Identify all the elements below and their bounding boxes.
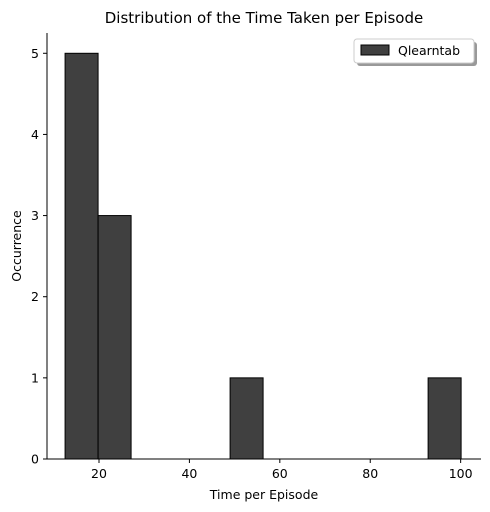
axes-group xyxy=(46,33,481,460)
y-axis-label: Occurrence xyxy=(9,210,24,282)
y-tick-label: 1 xyxy=(31,370,39,385)
x-tick-label: 80 xyxy=(362,466,378,481)
x-tick-label: 60 xyxy=(272,466,288,481)
x-tick-label: 40 xyxy=(181,466,197,481)
y-tick-label: 4 xyxy=(31,127,39,142)
legend-label: Qlearntab xyxy=(398,43,460,58)
histogram-bar-0 xyxy=(64,52,99,460)
legend: Qlearntab xyxy=(353,38,477,66)
chart-title: Distribution of the Time Taken per Episo… xyxy=(105,9,424,27)
x-ticks: 20 40 60 80 100 xyxy=(91,459,473,481)
x-tick-label: 100 xyxy=(449,466,473,481)
y-tick-label: 3 xyxy=(31,208,39,223)
bars-group xyxy=(64,52,462,460)
y-tick-label: 0 xyxy=(31,452,39,467)
y-tick-label: 5 xyxy=(31,46,39,61)
x-axis-label: Time per Episode xyxy=(209,487,319,502)
y-ticks: 0 1 2 3 4 5 xyxy=(31,46,47,467)
histogram-bar-1 xyxy=(97,215,132,460)
legend-swatch xyxy=(360,44,390,56)
histogram-bar-11 xyxy=(427,377,462,460)
histogram-bar-5 xyxy=(229,377,264,460)
y-tick-label: 2 xyxy=(31,289,39,304)
x-tick-label: 20 xyxy=(91,466,107,481)
